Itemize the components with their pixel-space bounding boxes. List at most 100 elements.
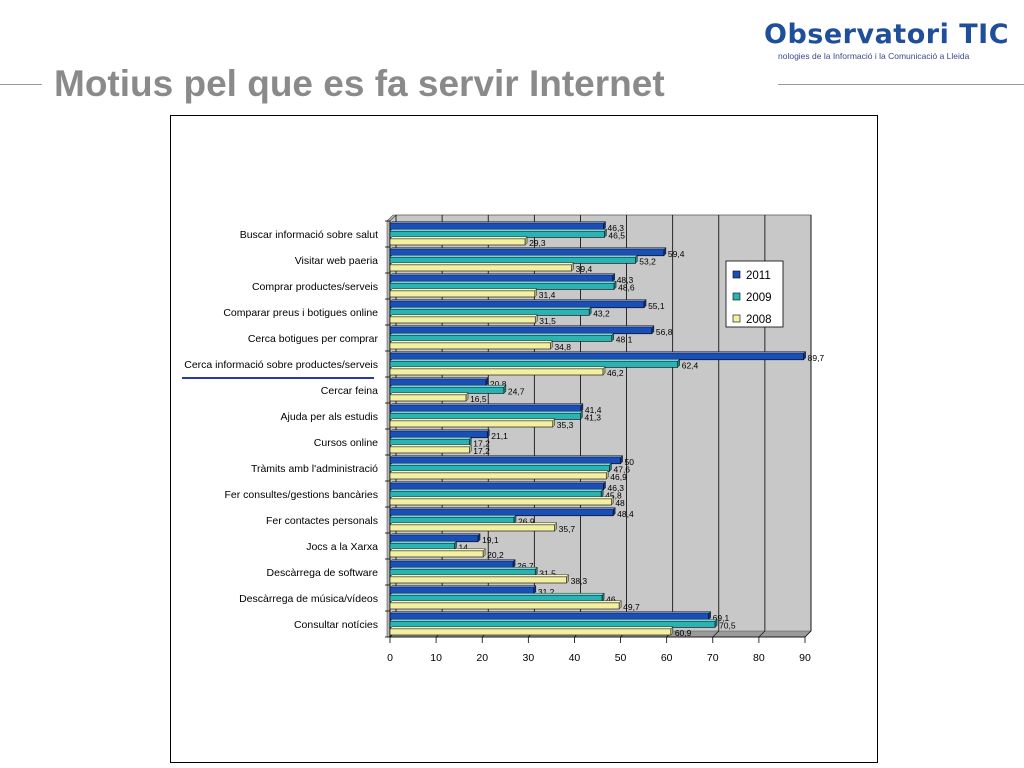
bar-top-2011	[389, 247, 667, 250]
bar-side-2008	[482, 548, 486, 558]
bar-top-2008	[389, 626, 674, 629]
data-label-2008: 31,4	[539, 290, 556, 300]
logo-name: Observatori TIC	[764, 19, 1010, 50]
data-label-2008: 20,2	[487, 550, 504, 560]
category-label: Fer consultes/gestions bancàries	[225, 489, 379, 501]
bar-top-2008	[389, 548, 486, 551]
legend-swatch-2008	[732, 314, 741, 323]
x-tick-label: 80	[753, 652, 765, 664]
bar-top-2011	[389, 533, 481, 536]
bar-2011	[389, 353, 804, 361]
data-label-2011: 48,3	[617, 275, 634, 285]
bar-side-2011	[612, 507, 616, 517]
bar-2009	[389, 282, 615, 290]
bar-side-2009	[604, 228, 607, 238]
bar-side-2011	[512, 559, 516, 569]
data-label-2011: 19,1	[482, 535, 499, 545]
bar-top-2008	[389, 392, 469, 395]
bar-top-2009	[389, 228, 607, 232]
legend-label-2008: 2008	[746, 314, 772, 326]
data-label-2009: 47,6	[613, 464, 630, 474]
bar-2008	[389, 342, 551, 350]
data-label-2011: 20,8	[490, 379, 507, 389]
data-label-2011: 48,4	[617, 509, 634, 519]
data-label-2008: 46,2	[607, 368, 624, 378]
bar-side-2008	[571, 262, 574, 272]
data-label-2009: 62,4	[682, 360, 699, 370]
data-label-2009: 43,2	[593, 308, 610, 318]
bar-side-2009	[635, 254, 638, 264]
category-label: Buscar informació sobre salut	[240, 229, 378, 241]
bar-top-2009	[389, 306, 592, 310]
bar-side-2008	[611, 496, 614, 506]
bar-side-2009	[589, 306, 592, 316]
bar-top-2011	[389, 429, 490, 432]
data-label-2011: 55,1	[648, 301, 665, 311]
bar-2008	[389, 394, 467, 402]
legend-swatch-2009	[732, 292, 741, 301]
x-tick-label: 70	[707, 652, 719, 664]
bar-side-2009	[609, 462, 612, 472]
data-label-2011: 46,3	[607, 483, 624, 493]
category-label: Comparar preus i botigues online	[223, 307, 378, 319]
data-label-2009: 45,8	[605, 490, 622, 500]
data-label-2009: 70,5	[719, 620, 736, 630]
bar-2009	[389, 308, 590, 316]
bar-2009	[389, 620, 716, 628]
data-label-2011: 46,3	[607, 223, 624, 233]
bar-2009	[389, 464, 610, 472]
bar-2009	[389, 490, 602, 498]
page-title: Motius pel que es fa servir Internet	[54, 63, 665, 104]
observatori-tic-logo: Observatori TIC nologies de la Informaci…	[764, 19, 1010, 68]
bar-top-2009	[389, 515, 517, 518]
bar-2009	[389, 360, 679, 368]
x-tick-label: 60	[661, 652, 673, 664]
category-label: Ajuda per als estudis	[281, 411, 378, 423]
data-label-2009: 41,3	[584, 412, 601, 422]
x-tick-label: 90	[799, 652, 811, 664]
bar-top-2008	[389, 444, 472, 447]
bar-2008	[389, 498, 612, 506]
bar-top-2011	[389, 455, 624, 458]
bar-2009	[389, 386, 505, 394]
data-label-2011: 50	[625, 457, 635, 467]
bar-2008	[389, 290, 536, 298]
category-label: Consultar notícies	[294, 619, 378, 631]
bar-side-2009	[469, 436, 472, 446]
bar-side-2009	[600, 488, 604, 498]
logo-tagline: nologies de la Informació i la Comunicac…	[778, 51, 970, 61]
x-tick-label: 30	[522, 652, 534, 664]
bar-side-2011	[620, 455, 623, 465]
bar-top-2011	[389, 481, 606, 484]
bar-side-2009	[535, 566, 538, 576]
bar-2011	[389, 535, 479, 543]
category-label: Tràmits amb l'administració	[251, 463, 378, 475]
bar-top-2008	[389, 574, 570, 577]
data-label-2009: 31,5	[539, 568, 556, 578]
bar-side-2009	[611, 332, 614, 342]
bar-2008	[389, 446, 470, 454]
data-label-2008: 38,3	[571, 576, 588, 586]
bar-2008	[389, 316, 536, 324]
bar-2008	[389, 576, 567, 584]
data-label-2008: 35,7	[559, 524, 576, 534]
bar-top-2011	[389, 585, 537, 588]
x-tick-label: 10	[430, 652, 442, 664]
bar-top-2008	[389, 236, 528, 240]
category-label: Visitar web paeria	[295, 255, 378, 267]
data-label-2008: 17,2	[473, 446, 490, 456]
bar-side-2009	[601, 592, 605, 602]
bar-top-2011	[389, 377, 489, 380]
bar-2011	[389, 483, 604, 491]
bar-chart: 0 10 20 30 40 50 60 70 80 90 Buscar informació sob…	[184, 214, 824, 664]
bar-side-2008	[552, 418, 555, 428]
bar-2008	[389, 602, 620, 610]
bar-top-2011	[389, 611, 712, 614]
bar-top-2008	[389, 418, 556, 421]
data-label-2009: 48,6	[618, 282, 635, 292]
bar-top-2011	[389, 273, 616, 276]
bar-top-2009	[389, 411, 583, 414]
bar-top-2009	[389, 358, 681, 362]
data-label-2011: 41,4	[585, 405, 602, 415]
bar-2009	[389, 516, 515, 524]
